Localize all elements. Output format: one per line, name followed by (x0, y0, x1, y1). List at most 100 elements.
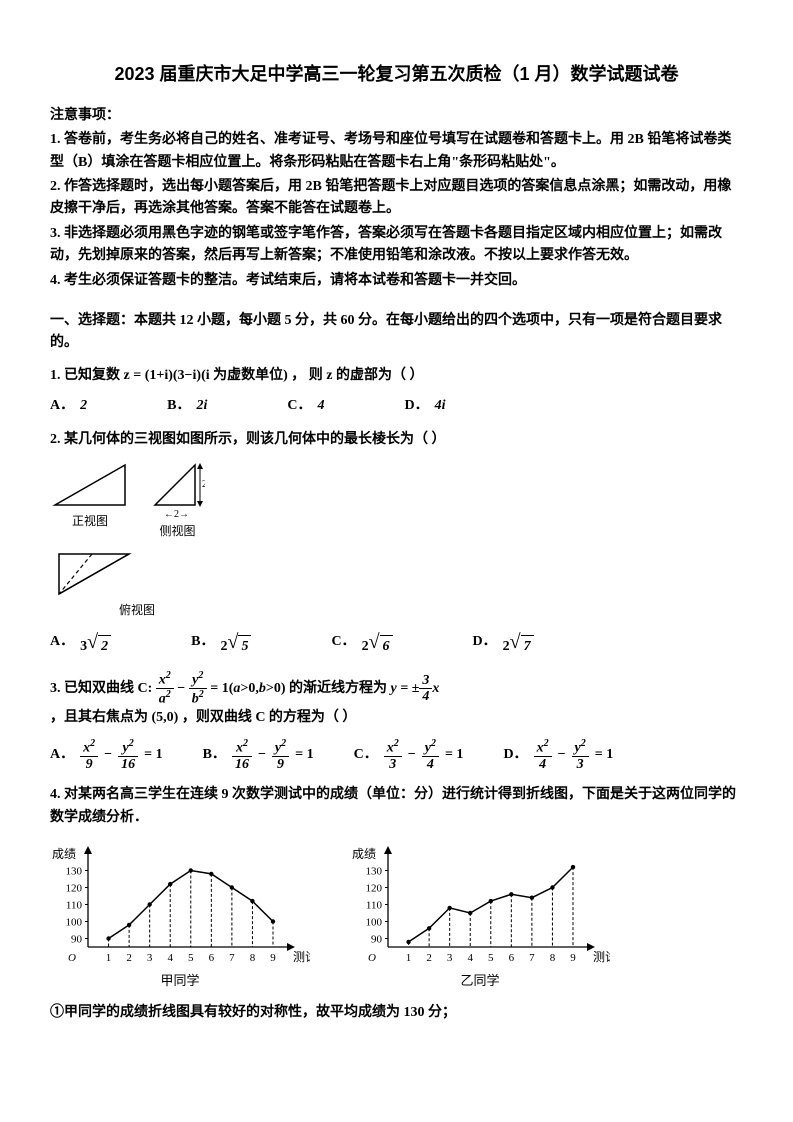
svg-text:1: 1 (406, 952, 412, 964)
instruction-line-4: 4. 考生必须保证答题卡的整洁。考试结束后，请将本试卷和答题卡一并交回。 (50, 270, 743, 292)
page-title: 2023 届重庆市大足中学高三一轮复习第五次质检（1 月）数学试题试卷 (50, 60, 743, 89)
question-4: 4. 对某两名高三学生在连续 9 次数学测试中的成绩（单位：分）进行统计得到折线… (50, 784, 743, 1024)
instruction-line-1: 1. 答卷前，考生务必将自己的姓名、准考证号、考场号和座位号填写在试题卷和答题卡… (50, 129, 743, 174)
q2-body: 2. 某几何体的三视图如图所示，则该几何体中的最长棱长为（ ） (50, 432, 446, 447)
instruction-line-2: 2. 作答选择题时，选出每小题答案后，用 2B 铅笔把答题卡上对应题目选项的答案… (50, 176, 743, 221)
svg-text:6: 6 (509, 952, 515, 964)
triview-row-1: ←2→ ←2→ 正视图 2 ←2→ 侧视图 (50, 460, 220, 541)
q2-option-d: D． 2√7 (473, 626, 534, 658)
section-1-header: 一、选择题：本题共 12 小题，每小题 5 分，共 60 分。在每小题给出的四个… (50, 310, 743, 355)
chart-left: 90100110120130123456789成绩测试次号O 甲同学 (50, 839, 310, 992)
q2-d-val: 2√7 (503, 626, 534, 658)
q1-option-c: C． 4 (287, 395, 324, 417)
q4-text: 4. 对某两名高三学生在连续 9 次数学测试中的成绩（单位：分）进行统计得到折线… (50, 784, 743, 829)
q3-post: ，且其右焦点为 (5,0) ，则双曲线 C 的方程为（ ） (50, 710, 356, 725)
q2-text: 2. 某几何体的三视图如图所示，则该几何体中的最长棱长为（ ） (50, 429, 743, 451)
q2-options: A． 3√2 B． 2√5 C． 2√6 D． 2√7 (50, 626, 743, 658)
svg-text:100: 100 (366, 916, 383, 928)
chart-left-label: 甲同学 (160, 973, 199, 988)
svg-text:130: 130 (66, 865, 83, 877)
svg-text:90: 90 (71, 933, 83, 945)
q2-option-b: B． 2√5 (191, 626, 251, 658)
svg-text:120: 120 (66, 882, 83, 894)
svg-text:110: 110 (366, 899, 383, 911)
svg-text:成绩: 成绩 (52, 847, 76, 861)
q1-text: 1. 已知复数 z = (1+i)(3−i)(i 为虚数单位) ， 则 z 的虚… (50, 365, 743, 387)
q3-pre: 3. 已知双曲线 C: (50, 681, 152, 696)
svg-text:6: 6 (209, 952, 215, 964)
svg-text:O: O (368, 952, 376, 964)
q2-a-val: 3√2 (80, 626, 111, 658)
instructions-header: 注意事项： (50, 105, 743, 127)
front-view-svg: ←2→ ←2→ (50, 460, 130, 510)
svg-text:←2→: ←2→ (68, 509, 93, 510)
q3-option-d: D． x24 − y23 = 1 (503, 738, 613, 772)
q4-statement-1: ①甲同学的成绩折线图具有较好的对称性，故平均成绩为 130 分； (50, 1002, 743, 1024)
svg-text:110: 110 (66, 899, 83, 911)
q4-body: 4. 对某两名高三学生在连续 9 次数学测试中的成绩（单位：分）进行统计得到折线… (50, 787, 736, 824)
svg-text:3: 3 (147, 952, 153, 964)
question-3: 3. 已知双曲线 C: x2a2 − y2b2 = 1(a>0,b>0) 的渐近… (50, 670, 743, 772)
q1-d-val: 4i (435, 395, 446, 417)
front-label: 正视图 (72, 514, 108, 528)
q3-options: A． x29 − y216 = 1 B． x216 − y29 = 1 C． x… (50, 738, 743, 772)
svg-text:3: 3 (447, 952, 453, 964)
q3-option-a: A． x29 − y216 = 1 (50, 738, 163, 772)
front-view: ←2→ ←2→ 正视图 (50, 460, 130, 541)
q1-body: 1. 已知复数 z = (1+i)(3−i)(i 为虚数单位) ， 则 z 的虚… (50, 368, 424, 383)
instructions-block: 注意事项： 1. 答卷前，考生务必将自己的姓名、准考证号、考场号和座位号填写在试… (50, 105, 743, 292)
q2-c-val: 2√6 (362, 626, 393, 658)
svg-text:←2→: ←2→ (164, 509, 189, 520)
q2-b-val: 2√5 (220, 626, 251, 658)
q1-option-d: D． 4i (404, 395, 445, 417)
top-view: 俯视图 (54, 549, 220, 620)
svg-text:2: 2 (426, 952, 432, 964)
svg-text:5: 5 (488, 952, 494, 964)
svg-text:2: 2 (202, 479, 205, 490)
side-view-svg: 2 ←2→ (150, 460, 205, 520)
instruction-line-3: 3. 非选择题必须用黑色字迹的钢笔或签字笔作答，答案必须写在答题卡各题目指定区域… (50, 223, 743, 268)
svg-text:1: 1 (106, 952, 112, 964)
q3-asymp: y = ± (391, 681, 420, 696)
top-label: 俯视图 (119, 603, 155, 617)
q1-c-val: 4 (317, 395, 324, 417)
title-text: 2023 届重庆市大足中学高三一轮复习第五次质检（1 月）数学试题试卷 (114, 64, 678, 84)
q3-option-b: B． x216 − y29 = 1 (203, 738, 314, 772)
side-view: 2 ←2→ 侧视图 (150, 460, 205, 541)
question-1: 1. 已知复数 z = (1+i)(3−i)(i 为虚数单位) ， 则 z 的虚… (50, 365, 743, 418)
svg-text:8: 8 (250, 952, 256, 964)
q2-option-a: A． 3√2 (50, 626, 111, 658)
svg-text:90: 90 (371, 933, 383, 945)
svg-text:120: 120 (366, 882, 383, 894)
q4-s1-text: ①甲同学的成绩折线图具有较好的对称性，故平均成绩为 130 分； (50, 1005, 456, 1020)
q1-option-a: A． 2 (50, 395, 87, 417)
svg-text:测试次号: 测试次号 (593, 949, 610, 964)
svg-text:O: O (68, 952, 76, 964)
svg-text:←2→: ←2→ (98, 509, 123, 510)
top-view-svg (54, 549, 139, 599)
q3-eq-right: y2b2 (189, 670, 207, 707)
chart-right-label: 乙同学 (460, 973, 499, 988)
q3-text: 3. 已知双曲线 C: x2a2 − y2b2 = 1(a>0,b>0) 的渐近… (50, 670, 743, 729)
side-label: 侧视图 (159, 524, 195, 538)
q3-frac-34: 34 (419, 673, 432, 705)
svg-text:8: 8 (550, 952, 556, 964)
svg-text:测试次号: 测试次号 (293, 949, 310, 964)
chart-right: 90100110120130123456789成绩测试次号O 乙同学 (350, 839, 610, 992)
q1-option-b: B． 2i (167, 395, 207, 417)
q2-option-c: C． 2√6 (331, 626, 392, 658)
chart-left-svg: 90100110120130123456789成绩测试次号O (50, 839, 310, 969)
svg-text:5: 5 (188, 952, 194, 964)
q4-charts: 90 100 110 120 130 1 2 3 4 5 6 7 8 9 成绩测试次号 O 甲同学 90 100… (50, 839, 743, 992)
svg-text:4: 4 (467, 952, 473, 964)
svg-text:100: 100 (66, 916, 83, 928)
svg-text:130: 130 (366, 865, 383, 877)
q1-a-val: 2 (80, 395, 87, 417)
section-1-text: 一、选择题：本题共 12 小题，每小题 5 分，共 60 分。在每小题给出的四个… (50, 313, 722, 350)
question-2: 2. 某几何体的三视图如图所示，则该几何体中的最长棱长为（ ） ←2→ ←2→ … (50, 429, 743, 658)
svg-text:9: 9 (570, 952, 576, 964)
svg-text:7: 7 (229, 952, 235, 964)
svg-text:2: 2 (126, 952, 132, 964)
chart-right-svg: 90100110120130123456789成绩测试次号O (350, 839, 610, 969)
svg-text:7: 7 (529, 952, 535, 964)
